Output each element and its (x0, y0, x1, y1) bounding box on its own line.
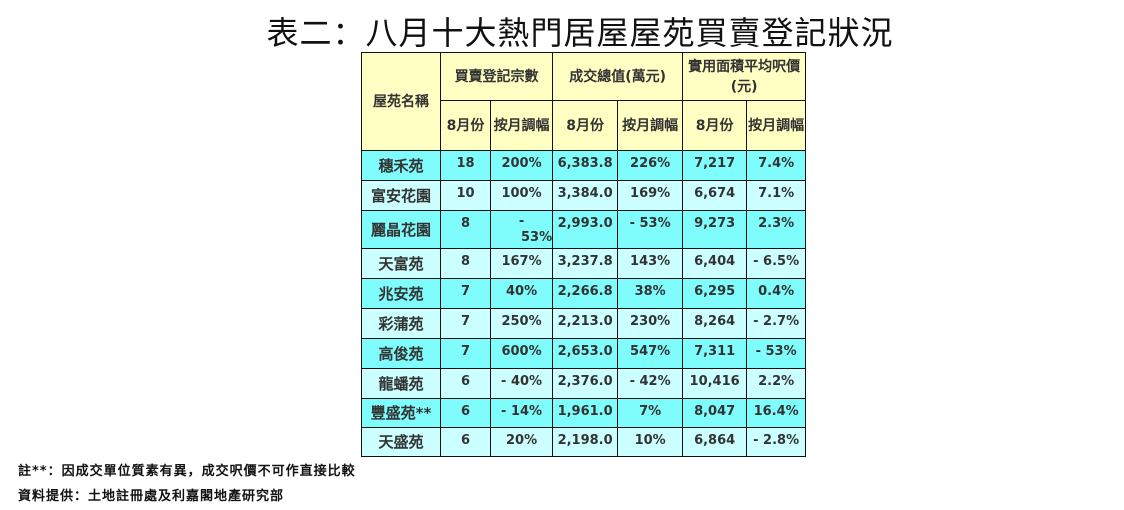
cell-price-chg: 0.4% (746, 278, 807, 309)
cell-price-chg: 7.1% (746, 180, 807, 211)
cell-name: 彩蒲苑 (361, 308, 441, 339)
cell-count: 8 (440, 248, 491, 279)
cell-value-chg: 38% (617, 278, 684, 309)
cell-price: 7,311 (682, 338, 748, 369)
table-row: 穗禾苑 18 200% 6,383.8 226% 7,217 7.4% (361, 150, 807, 181)
cell-price: 8,264 (682, 308, 748, 339)
cell-price: 6,864 (682, 427, 748, 457)
cell-value: 6,383.8 (552, 150, 619, 181)
cell-name: 豐盛苑** (361, 398, 441, 428)
cell-name: 兆安苑 (361, 278, 441, 309)
page-title: 表二：八月十大熱門居屋屋苑買賣登記狀況 (266, 14, 894, 52)
source-note: 資料提供：土地註冊處及利嘉閣地產研究部 (18, 489, 285, 504)
cell-price-chg: 2.3% (746, 210, 807, 249)
cell-count-chg: - 14% (489, 398, 554, 428)
cell-price: 8,047 (682, 398, 748, 428)
cell-count: 8 (440, 210, 491, 249)
table-row: 彩蒲苑 7 250% 2,213.0 230% 8,264- 2.7% (361, 308, 807, 339)
cell-count: 6 (440, 427, 491, 457)
header-value: 成交總值(萬元) (552, 52, 684, 101)
cell-value-chg: - 42% (617, 368, 684, 399)
cell-value-chg: 230% (617, 308, 684, 339)
cell-count: 7 (440, 338, 491, 369)
cell-price: 6,674 (682, 180, 748, 211)
cell-name: 富安花園 (361, 180, 441, 211)
cell-count-chg: 100% (489, 180, 554, 211)
table-row: 天盛苑 6 20% 2,198.0 10% 6,864- 2.8% (361, 427, 807, 457)
cell-value: 2,266.8 (552, 278, 619, 309)
table-row: 豐盛苑** 6- 14% 1,961.0 7% 8,047 16.4% (361, 398, 807, 428)
cell-price-chg: - 6.5% (746, 248, 807, 279)
cell-value: 2,198.0 (552, 427, 619, 457)
table-row: 天富苑 8 167% 3,237.8 143% 6,404- 6.5% (361, 248, 807, 279)
header-name: 屋苑名稱 (361, 52, 441, 151)
cell-count: 18 (440, 150, 491, 181)
cell-name: 穗禾苑 (361, 150, 441, 181)
cell-value: 3,237.8 (552, 248, 619, 279)
cell-count: 10 (440, 180, 491, 211)
header-month: 8月份 (682, 100, 748, 151)
header-change: 按月調幅 (746, 100, 807, 151)
cell-name: 麗晶花園 (361, 210, 441, 249)
cell-price: 7,217 (682, 150, 748, 181)
cell-name: 天盛苑 (361, 427, 441, 457)
cell-value-chg: 7% (617, 398, 684, 428)
header-change: 按月調幅 (489, 100, 554, 151)
cell-count: 7 (440, 278, 491, 309)
cell-count: 6 (440, 368, 491, 399)
cell-value: 1,961.0 (552, 398, 619, 428)
table-row: 龍蟠苑 6- 40% 2,376.0- 42% 10,416 2.2% (361, 368, 807, 399)
cell-value-chg: - 53% (617, 210, 684, 249)
cell-value: 2,213.0 (552, 308, 619, 339)
cell-value-chg: 143% (617, 248, 684, 279)
cell-value-chg: 169% (617, 180, 684, 211)
header-month: 8月份 (440, 100, 491, 151)
cell-price-chg: 16.4% (746, 398, 807, 428)
header-count: 買賣登記宗數 (439, 52, 554, 101)
cell-count-chg: 40% (489, 278, 554, 309)
cell-price: 6,295 (682, 278, 748, 309)
cell-count-chg: -53% (489, 210, 554, 249)
cell-price: 10,416 (682, 368, 748, 399)
cell-count: 6 (440, 398, 491, 428)
cell-count: 7 (440, 308, 491, 339)
cell-count-chg: 20% (489, 427, 554, 457)
cell-count-chg: - 40% (489, 368, 554, 399)
footnote: 註**：因成交單位質素有異，成交呎價不可作直接比較 (18, 464, 356, 479)
cell-price-chg: 7.4% (746, 150, 807, 181)
cell-price: 6,404 (682, 248, 748, 279)
table-row: 兆安苑 7 40% 2,266.8 38% 6,295 0.4% (361, 278, 807, 309)
cell-count-chg: 250% (489, 308, 554, 339)
cell-name: 高俊苑 (361, 338, 441, 369)
cell-price: 9,273 (682, 210, 748, 249)
table-row: 高俊苑 7 600% 2,653.0 547% 7,311- 53% (361, 338, 807, 369)
cell-price-chg: - 53% (746, 338, 807, 369)
header-change: 按月調幅 (617, 100, 684, 151)
cell-value-chg: 226% (617, 150, 684, 181)
transaction-table: 屋苑名稱 買賣登記宗數 成交總值(萬元) 實用面積平均呎價(元) 8月份 按月調… (361, 52, 807, 457)
cell-count-chg: 200% (489, 150, 554, 181)
cell-value: 3,384.0 (552, 180, 619, 211)
cell-value-chg: 547% (617, 338, 684, 369)
header-month: 8月份 (552, 100, 619, 151)
cell-price-chg: 2.2% (746, 368, 807, 399)
cell-name: 天富苑 (361, 248, 441, 279)
cell-name: 龍蟠苑 (361, 368, 441, 399)
cell-value: 2,376.0 (552, 368, 619, 399)
cell-value: 2,993.0 (552, 210, 619, 249)
cell-price-chg: - 2.7% (746, 308, 807, 339)
cell-count-chg: 600% (489, 338, 554, 369)
cell-price-chg: - 2.8% (746, 427, 807, 457)
cell-count-chg: 167% (489, 248, 554, 279)
cell-value: 2,653.0 (552, 338, 619, 369)
table-row: 富安花園 10 100% 3,384.0 169% 6,674 7.1% (361, 180, 807, 211)
table-row: 麗晶花園 8-53% 2,993.0- 53% 9,273 2.3% (361, 210, 807, 249)
header-price: 實用面積平均呎價(元) (682, 52, 807, 101)
cell-value-chg: 10% (617, 427, 684, 457)
